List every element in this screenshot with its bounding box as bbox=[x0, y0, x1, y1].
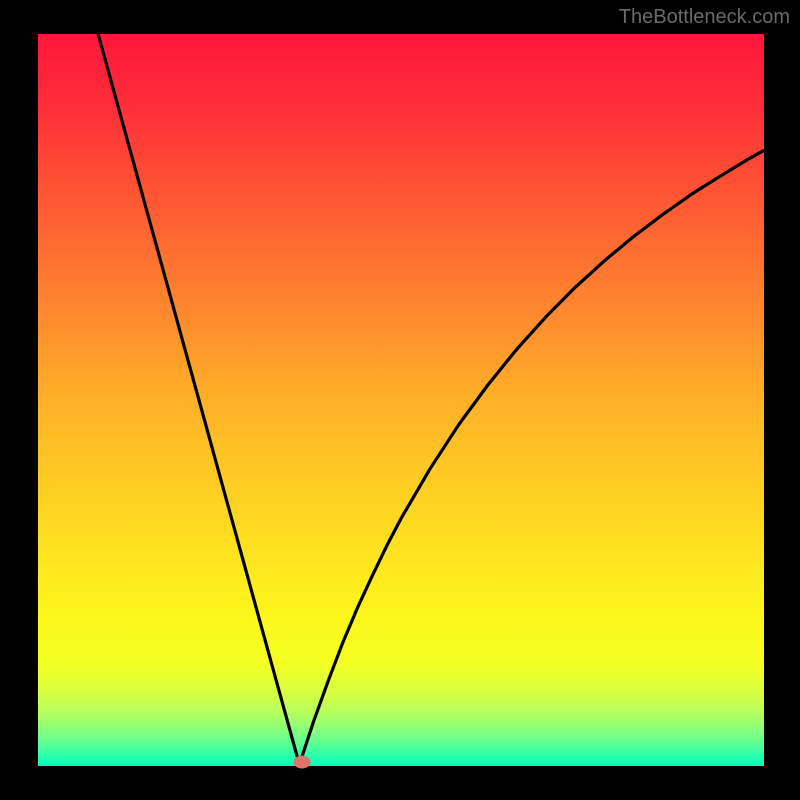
watermark-text: TheBottleneck.com bbox=[619, 6, 790, 29]
bottleneck-curve bbox=[38, 34, 764, 766]
plot-area bbox=[38, 34, 764, 766]
curve-path bbox=[96, 34, 764, 764]
optimal-point-marker bbox=[293, 755, 310, 768]
